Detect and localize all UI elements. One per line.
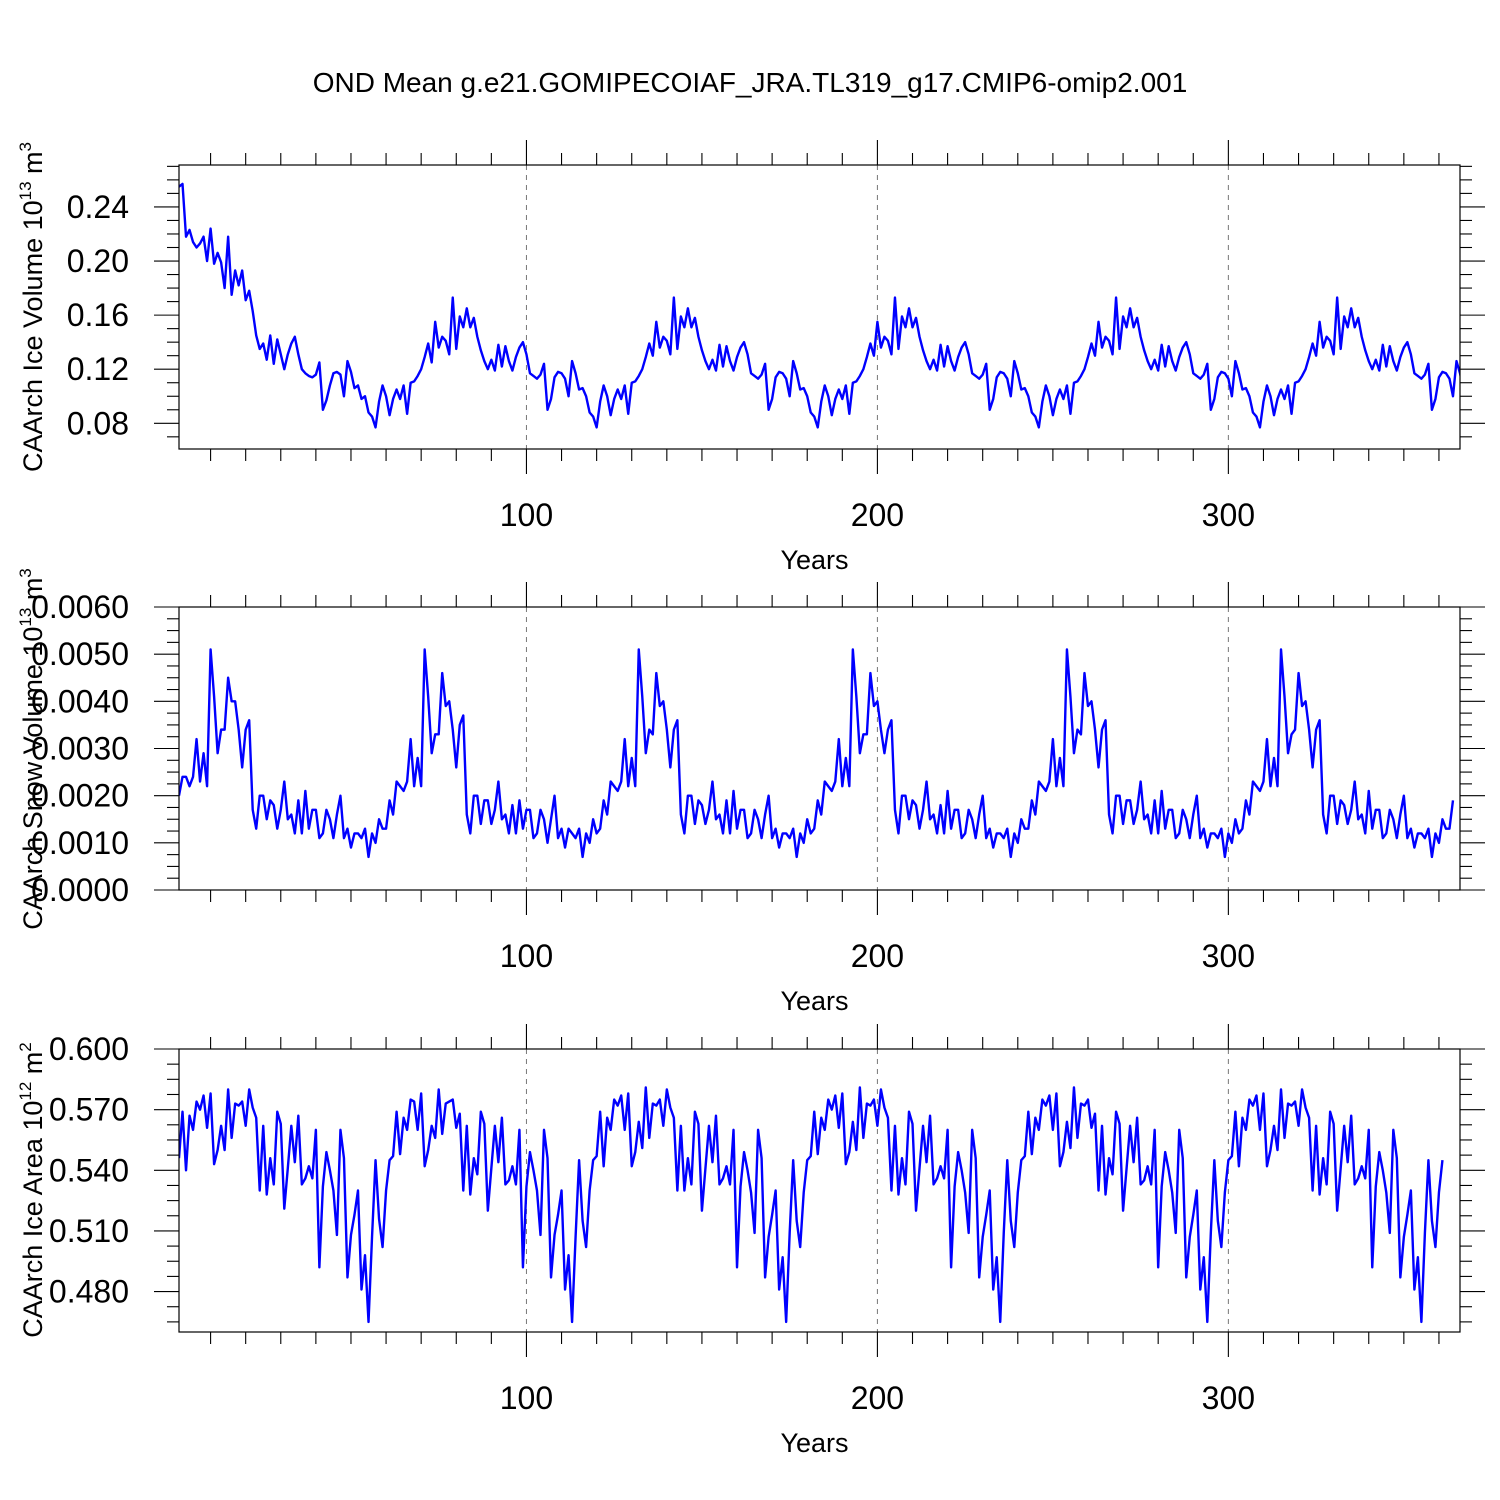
x-axis-label: Years <box>780 1428 848 1458</box>
x-tick-label: 200 <box>851 1380 904 1416</box>
y-tick-label: 0.0030 <box>31 731 129 767</box>
y-axis-label-part: m <box>18 578 48 608</box>
y-axis-label-part: m <box>18 1052 48 1082</box>
y-axis-label-superscript: 3 <box>16 142 35 151</box>
chart-panel-3: 100 200 300 Years 0.480 0.510 0.540 0.570 0.600C… <box>16 1024 1485 1458</box>
y-axis-label-superscript: 2 <box>16 1042 35 1051</box>
chart-panel-2: 100 200 300 Years 0.0000 0.0010 0.0020 0.0030 0.… <box>16 568 1485 1016</box>
y-tick-label: 0.20 <box>67 243 129 279</box>
y-axis-label: CAArch Ice Volume 1013 m3 <box>16 142 48 472</box>
y-tick-label: 0.0010 <box>31 825 129 861</box>
y-tick-label: 0.0020 <box>31 778 129 814</box>
x-tick-label: 100 <box>500 938 553 974</box>
y-tick-label: 0.0040 <box>31 683 129 719</box>
y-tick-label: 0.0050 <box>31 636 129 672</box>
y-axis-label-part: CAArch Ice Area 10 <box>18 1101 48 1338</box>
y-tick-label: 0.510 <box>49 1213 129 1249</box>
x-axis-label: Years <box>780 986 848 1016</box>
x-tick-label: 200 <box>851 938 904 974</box>
x-tick-label: 100 <box>500 1380 553 1416</box>
y-axis-label-part: CAArch Snow Volume 10 <box>18 627 48 930</box>
y-axis-label: CAArch Snow Volume 1013 m3 <box>16 568 48 930</box>
y-axis-label-superscript: 3 <box>16 568 35 577</box>
y-tick-label: 0.12 <box>67 351 129 387</box>
x-tick-label: 200 <box>851 497 904 533</box>
x-tick-label: 300 <box>1202 497 1255 533</box>
y-tick-label: 0.480 <box>49 1274 129 1310</box>
y-tick-label: 0.0060 <box>31 589 129 625</box>
y-axis-label-part: CAArch Ice Volume 10 <box>18 200 48 472</box>
y-axis-label: CAArch Ice Area 1012 m2 <box>16 1042 48 1338</box>
y-axis-label-superscript: 12 <box>16 1082 35 1101</box>
y-tick-label: 0.600 <box>49 1031 129 1067</box>
chart-panel-1: 100 200 300 Years 0.08 0.12 0.16 0.20 0.24 CAArch… <box>16 140 1485 575</box>
y-tick-label: 0.570 <box>49 1092 129 1128</box>
y-tick-label: 0.16 <box>67 297 129 333</box>
y-tick-label: 0.24 <box>67 189 129 225</box>
x-tick-label: 100 <box>500 497 553 533</box>
data-series-line <box>179 182 1460 429</box>
y-axis-label-superscript: 13 <box>16 608 35 627</box>
y-tick-label: 0.08 <box>67 405 129 441</box>
data-series-line <box>179 648 1455 859</box>
plot-frame <box>178 164 1461 450</box>
data-series-line <box>179 1086 1444 1324</box>
y-tick-label: 0.0000 <box>31 872 129 908</box>
plot-frame <box>178 1048 1461 1333</box>
x-tick-label: 300 <box>1202 1380 1255 1416</box>
x-axis-label: Years <box>780 545 848 575</box>
y-tick-label: 0.540 <box>49 1152 129 1188</box>
plot-frame <box>178 606 1461 891</box>
y-axis-label-superscript: 13 <box>16 181 35 200</box>
y-axis-label-part: m <box>18 151 48 181</box>
figure-title: OND Mean g.e21.GOMIPECOIAF_JRA.TL319_g17… <box>313 67 1188 98</box>
x-tick-label: 300 <box>1202 938 1255 974</box>
